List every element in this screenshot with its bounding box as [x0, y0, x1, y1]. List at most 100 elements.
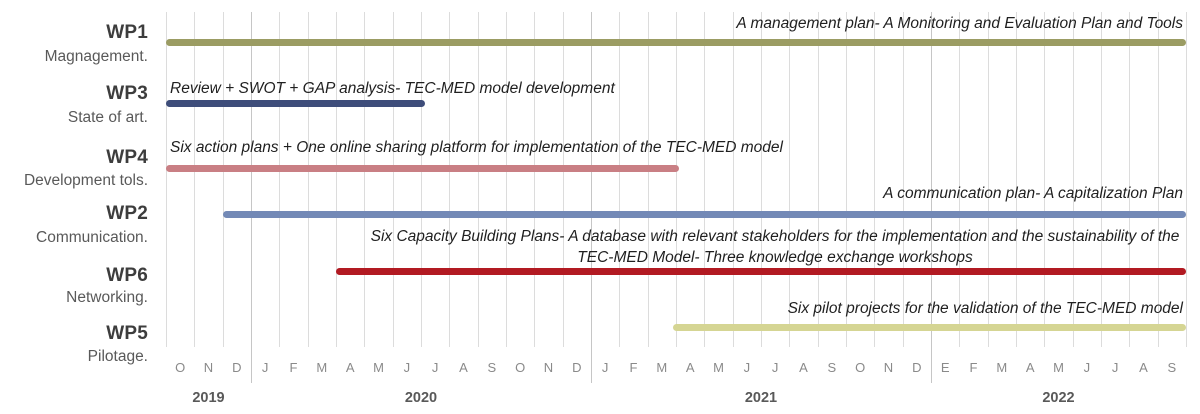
gantt-bar-wp5 — [673, 323, 1186, 331]
month-label: S — [827, 360, 837, 375]
row-subtitle-wp1: Magnagement. — [44, 48, 148, 65]
month-label: E — [940, 360, 950, 375]
month-label: A — [459, 360, 468, 375]
month-label: A — [1025, 360, 1035, 375]
month-gridline — [619, 12, 621, 347]
month-gridline — [392, 12, 394, 347]
month-label: J — [431, 360, 439, 375]
month-gridline — [279, 12, 281, 347]
month-gridline — [194, 12, 196, 347]
row-title-wp4: WP4 — [106, 147, 148, 168]
month-gridline — [1157, 12, 1159, 347]
annotation-wp2: A communication plan- A capitalization P… — [883, 185, 1183, 202]
month-label: J — [1083, 360, 1091, 375]
year-label: 2022 — [1042, 390, 1075, 406]
month-label: M — [656, 360, 668, 375]
month-label: J — [601, 360, 609, 375]
month-label: M — [713, 360, 724, 375]
month-label: N — [543, 360, 554, 375]
month-label: J — [1111, 360, 1119, 375]
month-gridline — [902, 12, 904, 347]
month-label: M — [316, 360, 328, 375]
gantt-bar-wp6 — [336, 267, 1186, 275]
month-label: D — [572, 360, 582, 375]
month-gridline — [789, 12, 791, 347]
month-gridline — [1016, 12, 1017, 347]
gantt-bar-wp1 — [166, 38, 1186, 46]
row-subtitle-wp3: State of art. — [67, 109, 148, 126]
month-gridline — [534, 12, 536, 347]
month-label: N — [203, 360, 214, 375]
month-label: A — [1139, 360, 1148, 375]
annotation-wp3: Review + SWOT + GAP analysis- TEC-MED mo… — [170, 80, 615, 97]
month-gridline — [421, 12, 422, 347]
month-label: M — [1053, 360, 1064, 375]
month-label: A — [799, 360, 808, 375]
month-gridline — [166, 12, 167, 347]
month-label: D — [912, 360, 922, 375]
month-label: F — [969, 360, 978, 375]
month-gridline — [874, 12, 876, 347]
month-gridline — [364, 12, 366, 347]
month-gridline — [307, 12, 309, 347]
year-separator-gridline — [591, 12, 592, 383]
month-label: N — [883, 360, 894, 375]
row-title-wp1: WP1 — [106, 22, 148, 43]
annotation-wp1: A management plan- A Monitoring and Eval… — [736, 15, 1183, 32]
row-title-wp5: WP5 — [106, 323, 148, 344]
month-label: O — [855, 360, 866, 375]
annotation-wp4: Six action plans + One online sharing pl… — [170, 139, 783, 156]
month-gridline — [987, 12, 989, 347]
month-label: J — [771, 360, 779, 375]
month-gridline — [676, 12, 677, 347]
month-label: J — [261, 360, 269, 375]
gantt-bar-wp4 — [166, 164, 679, 172]
month-gridline — [1129, 12, 1131, 347]
row-title-wp6: WP6 — [106, 265, 148, 286]
annotation-wp6: Six Capacity Building Plans- A database … — [370, 228, 1180, 245]
year-separator-gridline — [251, 12, 252, 383]
month-label: O — [515, 360, 526, 375]
year-separator-gridline — [931, 12, 932, 383]
month-label: F — [629, 360, 638, 375]
year-label: 2021 — [744, 390, 778, 406]
month-label: J — [403, 360, 411, 375]
month-gridline — [222, 12, 224, 347]
month-label: M — [373, 360, 384, 375]
row-title-wp2: WP2 — [106, 203, 148, 224]
month-gridline — [477, 12, 479, 347]
month-gridline — [732, 12, 734, 347]
month-gridline — [336, 12, 337, 347]
month-gridline — [1072, 12, 1074, 347]
month-gridline — [817, 12, 819, 347]
month-gridline — [449, 12, 451, 347]
month-label: A — [345, 360, 355, 375]
month-label: A — [685, 360, 695, 375]
month-label: D — [232, 360, 242, 375]
month-gridline — [761, 12, 762, 347]
row-title-wp3: WP3 — [106, 83, 148, 104]
month-label: O — [175, 360, 186, 375]
month-gridline — [1186, 12, 1187, 347]
row-subtitle-wp4: Development tols. — [23, 172, 148, 189]
month-gridline — [506, 12, 507, 347]
gantt-bar-wp2 — [222, 210, 1186, 218]
year-label: 2020 — [404, 390, 438, 406]
month-gridline — [704, 12, 706, 347]
row-subtitle-wp6: Networking. — [66, 289, 148, 306]
month-gridline — [562, 12, 564, 347]
month-gridline — [1044, 12, 1046, 347]
row-subtitle-wp2: Communication. — [36, 229, 148, 246]
month-gridline — [647, 12, 649, 347]
month-label: J — [743, 360, 751, 375]
month-label: F — [289, 360, 298, 375]
row-subtitle-wp5: Pilotage. — [87, 348, 148, 365]
month-gridline — [959, 12, 961, 347]
month-label: M — [996, 360, 1008, 375]
month-label: S — [1167, 360, 1177, 375]
month-gridline — [1101, 12, 1102, 347]
month-label: S — [487, 360, 497, 375]
gantt-bar-wp3 — [166, 99, 426, 107]
month-gridline — [846, 12, 847, 347]
